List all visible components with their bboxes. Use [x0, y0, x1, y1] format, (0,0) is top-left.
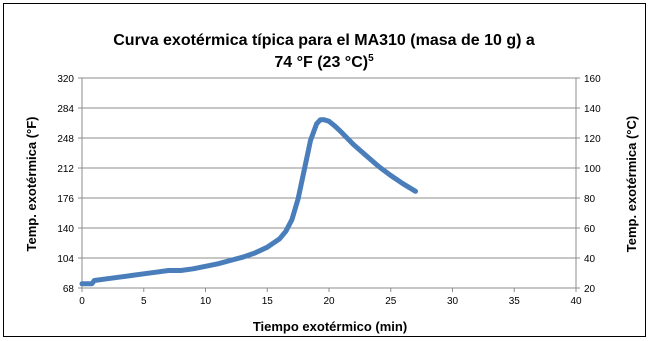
x-axis-title: Tiempo exotérmico (min)	[253, 319, 407, 334]
chart-title: Curva exotérmica típica para el MA310 (m…	[113, 32, 535, 49]
chart-title-line2-main: 74 °F (23 °C)	[274, 54, 368, 71]
chart-title-superscript: 5	[368, 53, 374, 64]
x-tick-label: 15	[262, 296, 274, 307]
y-right-tick-label: 140	[584, 104, 601, 115]
y-right-tick-label: 40	[584, 254, 596, 265]
x-tick-label: 10	[200, 296, 212, 307]
x-tick-label: 5	[141, 296, 147, 307]
series-layer	[79, 117, 418, 287]
exotherm-curve	[79, 117, 418, 287]
axis-layer	[78, 77, 580, 292]
y-left-tick-label: 248	[57, 134, 74, 145]
grid-layer	[82, 77, 576, 289]
x-tick-label: 40	[570, 296, 582, 307]
x-tick-label: 25	[385, 296, 397, 307]
y-axis-right-title: Temp. exotérmica (°C)	[624, 116, 639, 252]
y-left-tick-label: 284	[57, 104, 74, 115]
y-axis-left-title: Temp. exotérmica (°F)	[24, 117, 39, 252]
y-right-tick-label: 120	[584, 134, 601, 145]
x-tick-label: 35	[509, 296, 521, 307]
y-left-tick-label: 68	[63, 284, 75, 295]
y-left-tick-label: 320	[57, 74, 74, 85]
y-right-tick-label: 60	[584, 224, 596, 235]
x-tick-label: 20	[323, 296, 335, 307]
y-left-tick-label: 140	[57, 224, 74, 235]
chart-title-line2: 74 °F (23 °C)5	[274, 53, 374, 71]
tick-layer: 6810414017621224828432020406080100120140…	[57, 74, 601, 307]
y-left-tick-label: 212	[57, 164, 74, 175]
chart-frame: Curva exotérmica típica para el MA310 (m…	[3, 3, 646, 337]
y-left-tick-label: 176	[57, 194, 74, 205]
y-right-tick-label: 160	[584, 74, 601, 85]
chart-svg: Curva exotérmica típica para el MA310 (m…	[24, 32, 639, 334]
y-right-tick-label: 20	[584, 284, 596, 295]
y-left-tick-label: 104	[57, 254, 74, 265]
y-right-tick-label: 100	[584, 164, 601, 175]
y-right-tick-label: 80	[584, 194, 596, 205]
x-tick-label: 30	[447, 296, 459, 307]
x-tick-label: 0	[79, 296, 85, 307]
